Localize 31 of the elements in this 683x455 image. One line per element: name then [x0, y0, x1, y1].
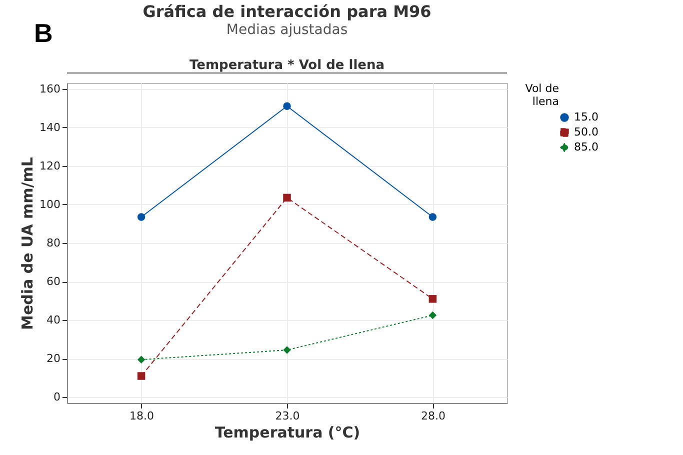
point	[428, 311, 437, 320]
y-tick-label: 60	[46, 275, 60, 288]
legend-label: 15.0	[574, 110, 598, 124]
point	[137, 372, 146, 380]
point	[428, 295, 437, 303]
y-tick-label: 20	[46, 352, 60, 366]
legend-label: 50.0	[574, 126, 598, 138]
x-tick-label: 18.0	[130, 410, 154, 422]
y-tick-label: 100	[40, 198, 60, 211]
legend-title: Vol de llena	[525, 82, 560, 108]
x-tick-label: 28.0	[420, 410, 446, 422]
y-tick-label: 80	[46, 236, 60, 250]
legend-label: 85.0	[574, 140, 598, 154]
y-tick-label: 0	[54, 390, 60, 404]
x-tick-label: 23.0	[275, 410, 300, 422]
y-tick-label: 160	[40, 82, 60, 96]
y-axis-title: Media de UA mm/mL	[18, 156, 37, 330]
point	[283, 346, 291, 354]
text: Temperatura * Vol de llena	[190, 58, 384, 73]
point	[137, 213, 146, 221]
y-tick-label: 140	[40, 120, 60, 134]
text: B	[34, 18, 53, 49]
point	[137, 356, 146, 364]
chart-title: Gráfica de interacción para M96	[142, 2, 432, 21]
point	[428, 213, 437, 221]
y-tick-label: 120	[40, 159, 60, 172]
point	[283, 102, 291, 110]
y-tick-label: 40	[46, 314, 60, 327]
chart-subtitle: Medias ajustadas	[226, 22, 348, 38]
x-axis-title: Temperatura (°C)	[214, 424, 360, 442]
point	[283, 194, 291, 202]
